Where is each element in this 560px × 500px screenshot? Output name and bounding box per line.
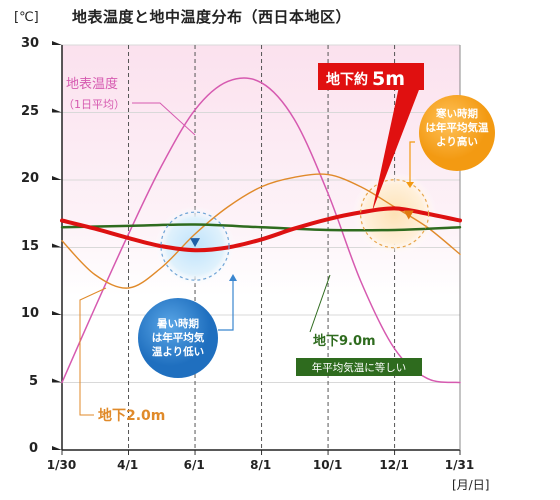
surface-temp-leader [132, 102, 196, 136]
summer-note-bubble [138, 298, 218, 378]
y-tick-label: 25 [21, 103, 40, 119]
y-tick-label: 0 [29, 441, 39, 456]
two-m-leader [79, 287, 107, 416]
winter-arrow-marker [403, 210, 414, 220]
x-tick-label: 4/1 [117, 458, 139, 472]
x-tick-label: 10/1 [312, 458, 343, 472]
summer-note-arrowhead [229, 274, 237, 281]
y-tick-label: 5 [29, 373, 39, 389]
winter-note-line: より高い [436, 135, 478, 148]
five-m-callout-box [318, 63, 424, 90]
y-tick-mark [52, 378, 62, 383]
summer-note-line: 暑い時期 [157, 317, 199, 330]
y-tick-label: 30 [21, 36, 40, 51]
nine-m-label: 地下9.0m [313, 333, 376, 349]
chart-title: 地表温度と地中温度分布（西日本地区） [72, 8, 352, 26]
x-tick-label: 12/1 [379, 458, 409, 472]
y-tick-label: 20 [21, 171, 40, 186]
winter-note-bubble [419, 95, 495, 171]
y-tick-mark [52, 446, 62, 450]
y-tick-mark [52, 108, 62, 113]
depth-5m-line [60, 206, 462, 253]
nine-m-note-box [296, 358, 422, 376]
summer-arrow-marker [190, 238, 201, 248]
five-m-label: 地下約 [326, 71, 368, 88]
nine-m-leader [309, 274, 331, 333]
x-tick-label: 6/1 [183, 458, 205, 472]
surface-temp-label: 地表温度 [66, 76, 118, 92]
y-tick-mark [52, 311, 62, 315]
summer-focus-circle [160, 211, 230, 281]
two-m-label: 地下2.0m [98, 407, 165, 424]
x-tick-label: 1/30 [46, 458, 77, 472]
surface-temp-sublabel: （1日平均） [63, 98, 125, 111]
five-m-callout-pointer [372, 82, 422, 212]
x-tick-label: 1/31 [444, 458, 475, 472]
y-tick-label: 10 [21, 306, 40, 321]
summer-note-line: は年平均気 [152, 331, 205, 344]
summer-note-leader [218, 281, 234, 331]
y-unit-label: [℃] [14, 10, 39, 25]
x-tick-label: 8/1 [250, 458, 272, 472]
y-tick-mark [52, 243, 62, 248]
summer-note-line: 温より低い [152, 345, 204, 358]
winter-focus-circle [359, 179, 430, 249]
nine-m-note: 年平均気温に等しい [312, 361, 407, 374]
depth-9m-line [60, 223, 462, 232]
y-tick-mark [52, 176, 62, 180]
y-tick-label: 15 [21, 238, 40, 254]
winter-note-arrowhead [406, 182, 414, 188]
y-tick-mark [52, 41, 62, 45]
five-m-value: 5m [372, 68, 405, 90]
winter-note-line: は年平均気温 [426, 121, 489, 134]
x-unit-label: [月/日] [452, 478, 490, 492]
winter-note-leader [409, 141, 415, 182]
winter-note-line: 寒い時期 [435, 107, 478, 120]
winter-glow [352, 171, 437, 256]
surface-temp-line [61, 77, 461, 384]
